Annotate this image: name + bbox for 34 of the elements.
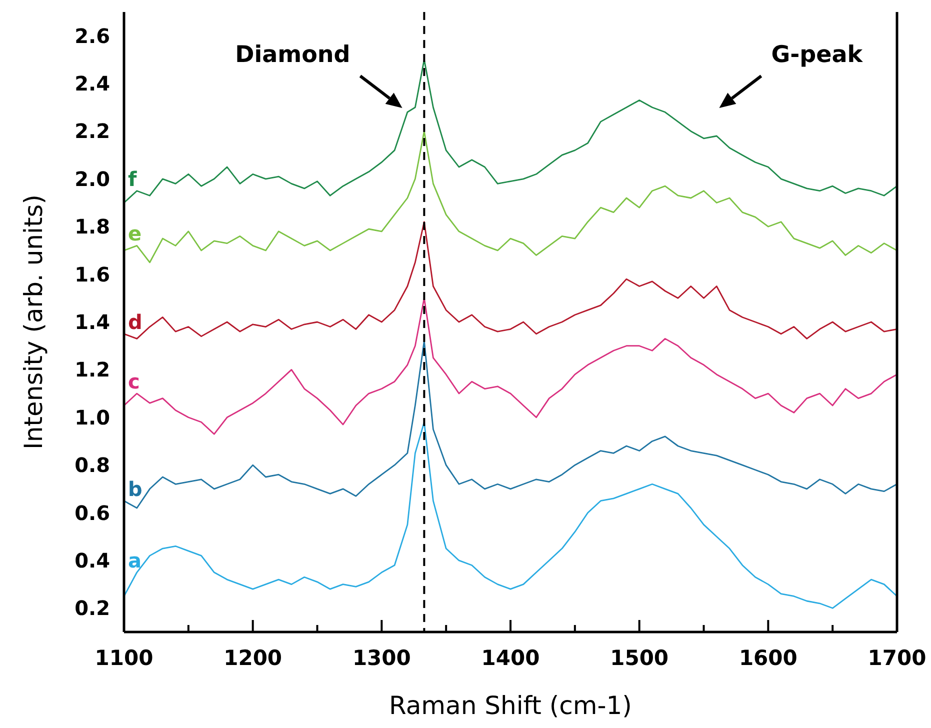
- series-label: f: [128, 166, 137, 191]
- series-label: d: [128, 310, 142, 334]
- x-tick-label: 1300: [352, 646, 411, 670]
- x-tick-label: 1600: [738, 646, 798, 670]
- line-series: [123, 130, 898, 264]
- y-tick-label: 2.0: [74, 166, 110, 191]
- y-axis-title: Intensity (arb. units): [19, 194, 48, 450]
- y-tick-label: 1.0: [74, 405, 110, 430]
- y-tick-label: 2.6: [74, 24, 110, 48]
- y-tick-label: 2.4: [74, 72, 110, 96]
- line-series: [123, 340, 898, 509]
- y-tick-label: 2.2: [74, 119, 110, 144]
- y-tick-label: 1.4: [74, 310, 110, 334]
- y-tick-label: 0.6: [74, 500, 110, 525]
- y-tick-label: 0.2: [74, 596, 110, 620]
- y-tick-label: 0.8: [74, 453, 110, 478]
- annotation: Diamond: [235, 42, 350, 68]
- y-tick-label: 1.6: [74, 262, 110, 286]
- y-tick-label: 1.2: [74, 358, 110, 382]
- y-tick-label: 1.8: [74, 214, 110, 239]
- x-tick-label: 1100: [94, 646, 154, 670]
- x-axis-title: Raman Shift (cm-1): [389, 691, 632, 720]
- y-tick-label: 0.4: [74, 548, 110, 572]
- annotation: G-peak: [771, 42, 864, 68]
- x-tick-label: 1700: [868, 646, 926, 670]
- line-series: [123, 221, 898, 340]
- x-tick-label: 1400: [481, 646, 540, 670]
- x-tick-label: 1500: [610, 646, 669, 670]
- series-label: b: [128, 476, 142, 501]
- series-label: e: [128, 222, 142, 246]
- line-series: [123, 297, 898, 435]
- series-label: a: [128, 548, 142, 572]
- x-tick-label: 1200: [224, 646, 282, 670]
- series-label: c: [128, 370, 140, 394]
